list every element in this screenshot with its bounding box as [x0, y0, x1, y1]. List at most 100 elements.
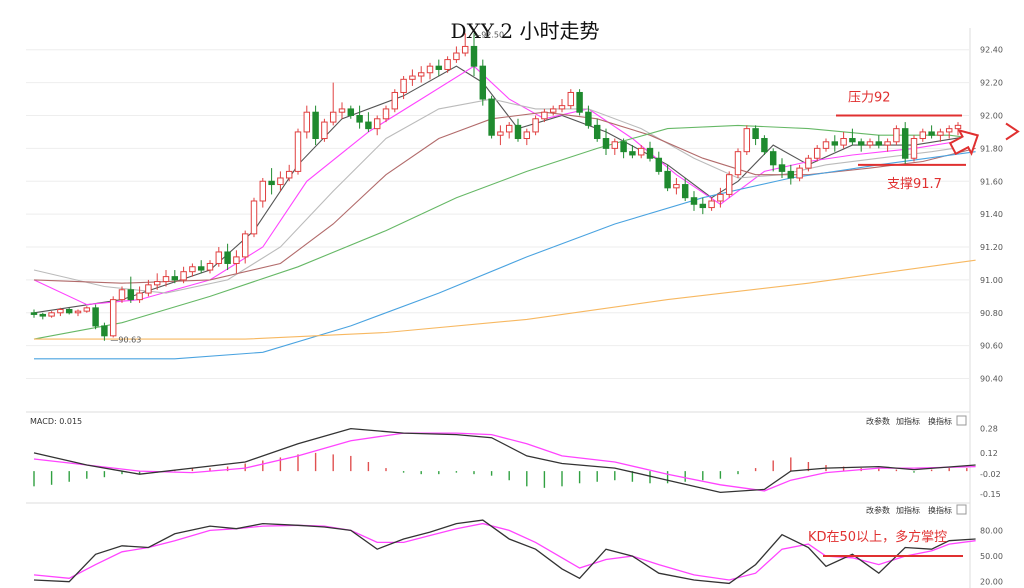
candle-body	[109, 299, 117, 337]
candle-body	[532, 118, 539, 133]
moving-average-line	[34, 259, 976, 340]
chart-title: DXY 2 小时走势	[451, 19, 600, 43]
candle-body	[303, 111, 311, 133]
candle-body	[92, 307, 99, 327]
support-label: 支撑91.7	[887, 177, 942, 192]
candle-body	[57, 309, 64, 314]
candle-body	[849, 138, 856, 143]
low-price-label: —90.63	[110, 336, 141, 345]
price-tick-label: 91.60	[980, 177, 1003, 186]
candle-body	[65, 309, 73, 314]
candle-body	[708, 200, 715, 209]
candle-body	[681, 184, 689, 199]
candle-body	[901, 128, 909, 159]
panel-control-label: 加指标	[896, 505, 920, 515]
extreme-labels: —92.50 —90.63	[110, 30, 504, 344]
candle-body	[101, 325, 108, 337]
candle-body	[725, 174, 733, 195]
candle-body	[690, 197, 698, 205]
candle-body	[699, 203, 707, 209]
candle-body	[365, 121, 372, 130]
arrow-up-icon	[948, 128, 980, 156]
price-tick-label: 92.00	[980, 111, 1003, 120]
candle-body	[285, 170, 293, 179]
panel-control-label: 换指标	[928, 416, 952, 426]
candle-body	[655, 157, 663, 172]
candle-body	[417, 72, 425, 77]
candle-body	[523, 131, 531, 140]
candle-body	[954, 124, 962, 130]
resistance-label: 压力92	[848, 90, 891, 105]
moving-average-line	[34, 151, 976, 360]
candle-body	[206, 262, 214, 271]
price-tick-label: 91.20	[980, 243, 1003, 252]
candle-body	[145, 284, 152, 294]
candle-body	[48, 312, 55, 317]
candle-body	[717, 193, 724, 202]
candle-body	[769, 151, 777, 166]
candle-body	[831, 141, 839, 146]
candle-body	[796, 167, 803, 179]
candle-body	[356, 114, 363, 123]
macd-label: MACD: 0.015	[30, 417, 82, 426]
kd-k-line	[33, 519, 976, 585]
candle-body	[400, 78, 407, 93]
candle-body	[541, 111, 548, 120]
candle-body	[409, 75, 416, 80]
candle-body	[321, 121, 328, 140]
kd-tick-label: 20.00	[980, 578, 1003, 587]
candle-body	[752, 128, 759, 140]
candle-body	[197, 266, 205, 271]
candle-body	[277, 177, 284, 186]
candle-body	[488, 98, 495, 136]
candle-body	[215, 251, 223, 264]
kd-tick-label: 80.00	[980, 526, 1003, 535]
candle-body	[153, 281, 161, 286]
candle-body	[241, 233, 249, 258]
price-axis: 92.40 92.20 92.00 91.80 91.60 91.40 91.20 91.00…	[980, 46, 1003, 384]
macd-panel: MACD: 0.015 改参数 加指标 换指标 0.28 0.12 -0.02 -0.15	[30, 415, 1001, 499]
candle-body	[857, 141, 865, 146]
candle-body	[514, 124, 522, 140]
candle-body	[461, 45, 469, 54]
candle-body	[391, 91, 399, 110]
candle-body	[593, 124, 601, 140]
moving-average-line	[33, 65, 976, 314]
candle-body	[162, 276, 170, 283]
candle-body	[822, 141, 830, 149]
candle-body	[312, 111, 319, 140]
candle-body	[787, 170, 795, 179]
price-tick-label: 91.80	[980, 144, 1003, 153]
candle-body	[435, 65, 443, 70]
candle-body	[382, 108, 390, 120]
macd-tick-label: -0.15	[980, 490, 1001, 499]
candle-body	[664, 170, 671, 189]
candle-body	[884, 141, 891, 146]
candle-body	[136, 292, 143, 301]
price-tick-label: 92.20	[980, 79, 1003, 88]
macd-tick-label: 0.28	[980, 425, 998, 434]
candle-body	[549, 108, 557, 113]
candle-body	[338, 108, 346, 113]
candle-body	[74, 310, 82, 314]
high-price-label: —92.50	[473, 30, 504, 39]
candle-body	[233, 256, 240, 264]
macd-tick-label: 0.12	[980, 449, 998, 458]
candle-body	[611, 141, 619, 149]
candle-body	[813, 147, 821, 159]
candle-body	[585, 111, 592, 126]
macd-tick-label: -0.02	[980, 470, 1001, 479]
candle-body	[893, 128, 900, 143]
price-tick-label: 90.80	[980, 309, 1003, 318]
candle-body	[268, 180, 275, 186]
moving-average-line	[33, 98, 976, 294]
candle-body	[259, 180, 267, 202]
candle-body	[646, 147, 654, 159]
candle-body	[945, 128, 953, 133]
candle-body	[576, 91, 583, 113]
candle-body	[778, 164, 786, 172]
candle-body	[743, 128, 751, 153]
kd-panel: 改参数 加指标 换指标 80.00 50.00 20.00 KD在50以上，多方掌控	[33, 504, 1003, 587]
macd-dif-line	[33, 427, 976, 494]
